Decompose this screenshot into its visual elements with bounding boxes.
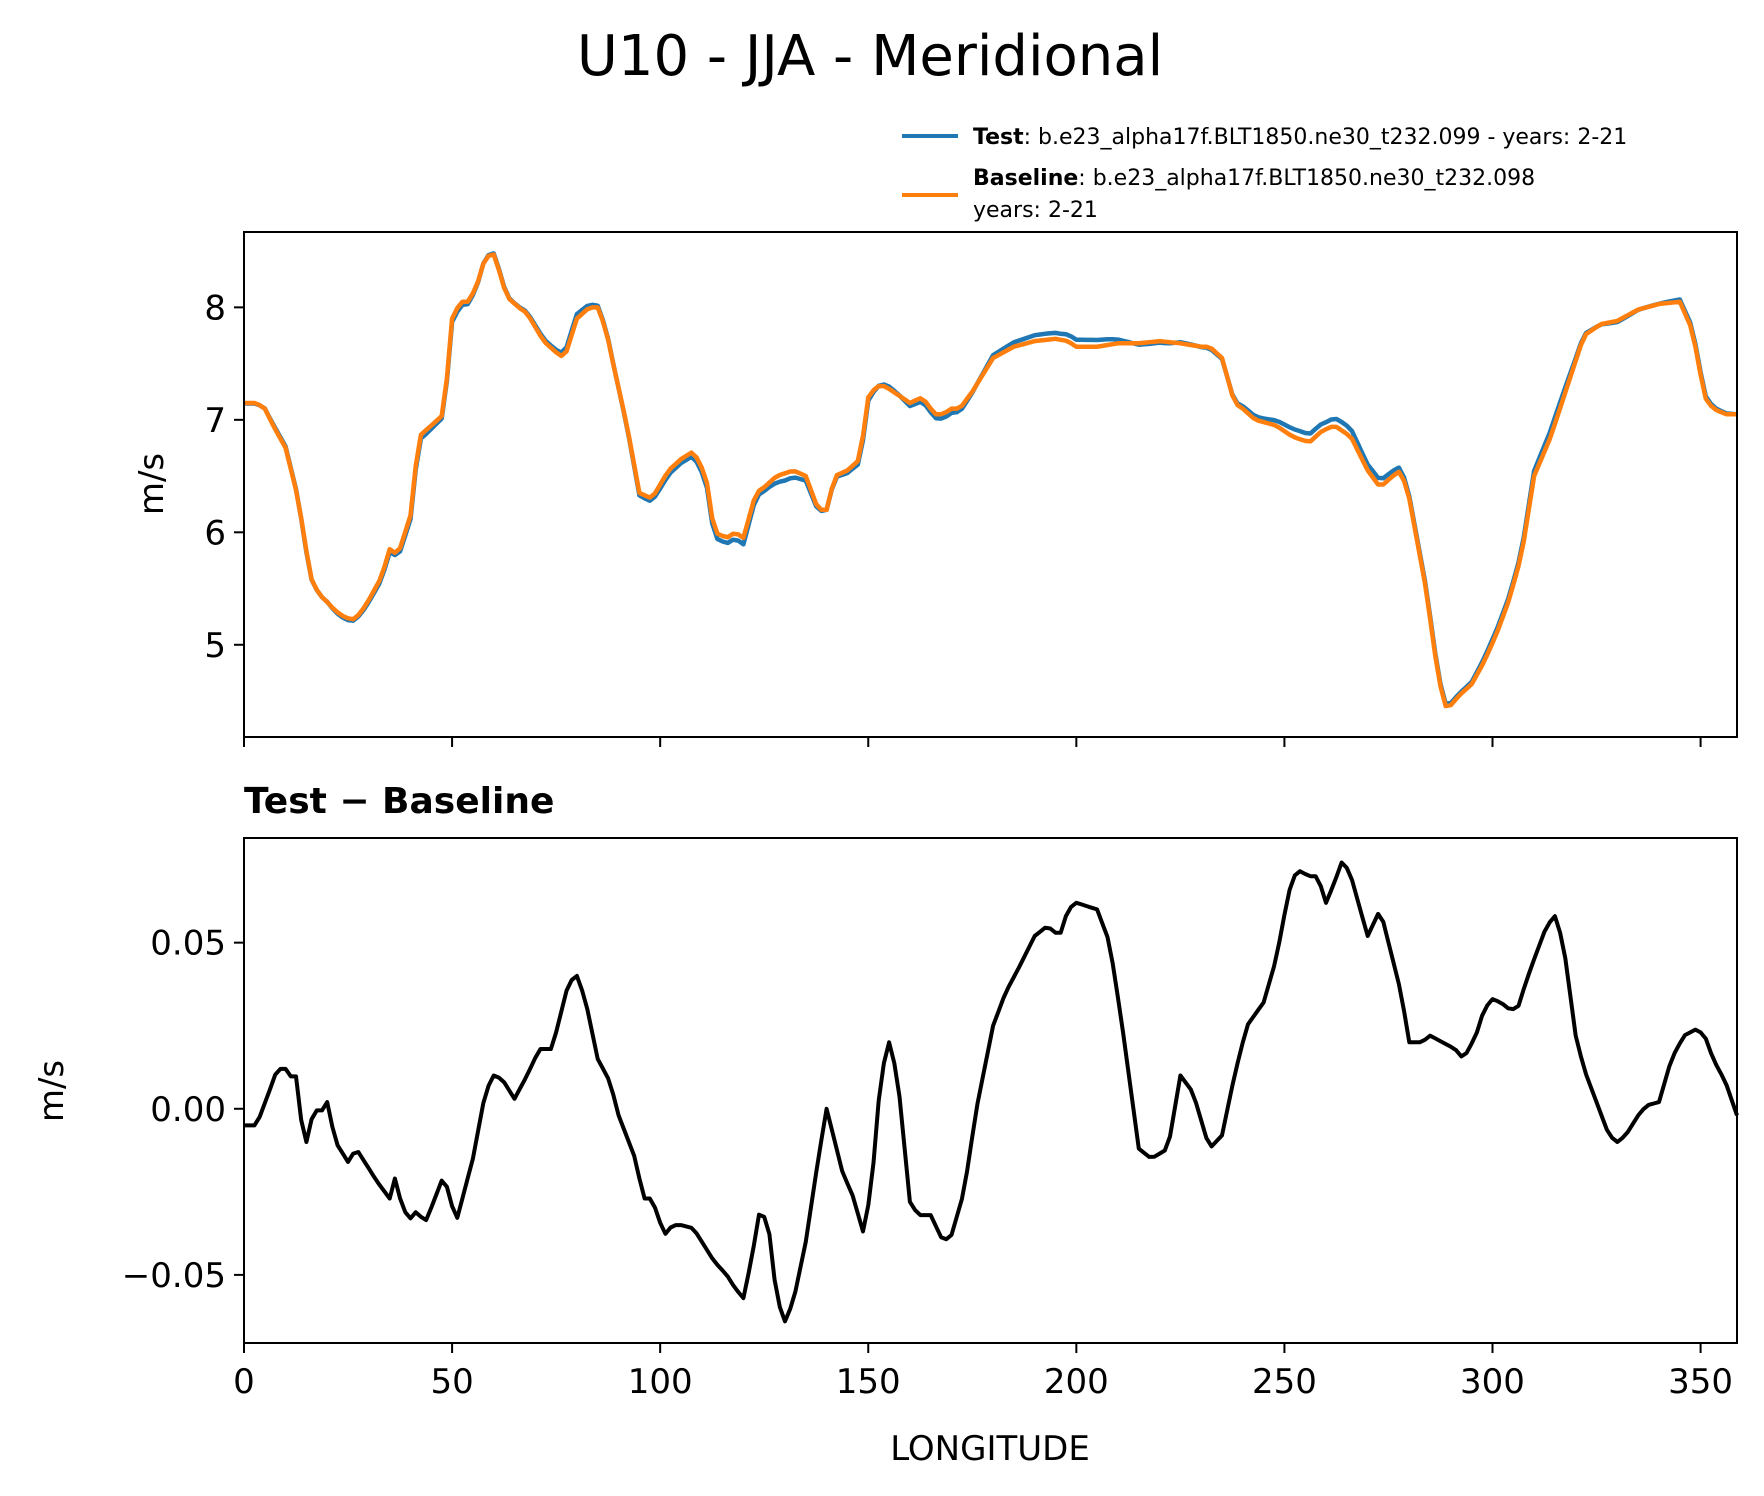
difference-panel-title: Test − Baseline [244,781,554,822]
bottom-x-tick-label-0: 0 [233,1362,255,1402]
bottom-x-tick-label-3: 150 [836,1362,901,1402]
bottom-x-tick-label-2: 100 [628,1362,693,1402]
top-axes-frame [243,231,1738,738]
bottom-x-ticks: 0 50 100 150 200 250 300 350 [233,1343,1733,1402]
chart-title: U10 - JJA - Meridional [577,24,1163,89]
top-y-tick-label-1: 6 [204,513,226,553]
series-line-baseline [244,252,1737,709]
bottom-y-tick-label-2: 0.05 [150,924,226,964]
top-x-ticks [243,737,1702,747]
top-y-ticks: 5 6 7 8 [204,288,244,666]
bottom-axes-frame [243,837,1738,1344]
bottom-panel: −0.050.000.05 0 50 100 150 200 250 300 350 m/s … [32,837,1739,1469]
top-y-tick-label-2: 7 [204,401,226,441]
legend-test-name: Test [973,125,1024,150]
legend-test-desc: : b.e23_alpha17f.BLT1850.ne30_t232.099 -… [1024,125,1628,150]
legend-baseline-desc: : b.e23_alpha17f.BLT1850.ne30_t232.098 [1078,166,1535,191]
bottom-x-tick-label-1: 50 [430,1362,473,1402]
series-line-difference [244,860,1739,1324]
x-axis-label: LONGITUDE [890,1429,1090,1469]
top-y-axis-label: m/s [132,453,172,515]
bottom-x-tick-label-5: 250 [1252,1362,1317,1402]
legend: Test: b.e23_alpha17f.BLT1850.ne30_t232.0… [902,125,1627,223]
bottom-x-tick-label-4: 200 [1044,1362,1109,1402]
top-series-lines [244,251,1738,709]
bottom-series-lines [244,860,1739,1324]
top-panel: 5 6 7 8 m/s [132,231,1738,747]
bottom-x-tick-label-7: 350 [1668,1362,1733,1402]
bottom-y-ticks: −0.05 0.00 0.05 [122,924,244,1296]
legend-entry-test: Test: b.e23_alpha17f.BLT1850.ne30_t232.0… [973,125,1627,150]
series-line-test [244,251,1738,707]
bottom-y-tick-label-0: −0.05 [122,1256,226,1296]
legend-baseline-name: Baseline [973,166,1078,191]
top-y-tick-label-0: 5 [204,626,226,666]
legend-baseline-years: years: 2-21 [973,198,1098,223]
legend-entry-baseline: Baseline: b.e23_alpha17f.BLT1850.ne30_t2… [973,166,1535,191]
bottom-y-axis-label: m/s [32,1060,72,1122]
top-y-tick-label-3: 8 [204,288,226,328]
bottom-y-tick-label-1: 0.00 [150,1090,226,1130]
bottom-x-tick-label-6: 300 [1460,1362,1525,1402]
